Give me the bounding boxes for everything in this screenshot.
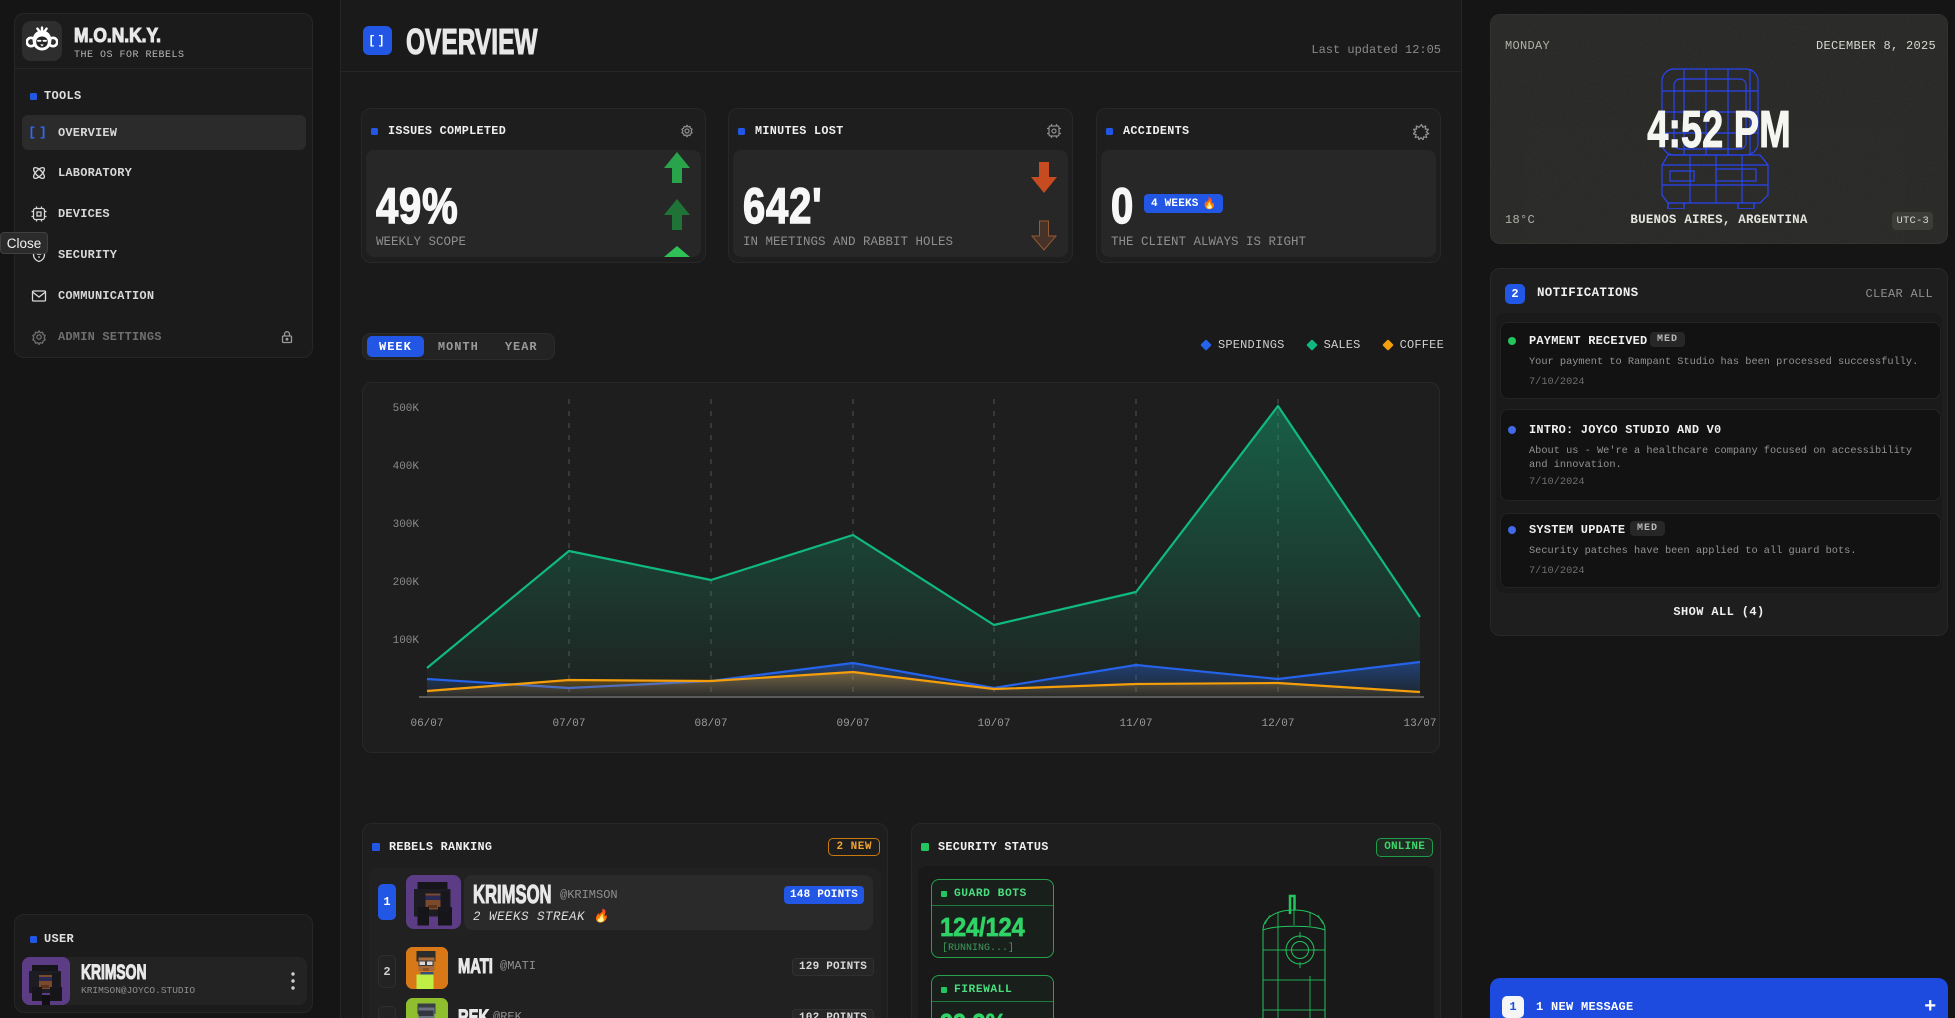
svg-text:07/07: 07/07: [552, 718, 585, 730]
svg-text:09/07: 09/07: [836, 718, 869, 730]
svg-text:08/07: 08/07: [694, 718, 727, 730]
svg-text:500K: 500K: [393, 403, 420, 415]
svg-text:10/07: 10/07: [977, 718, 1010, 730]
svg-text:06/07: 06/07: [410, 718, 443, 730]
svg-text:300K: 300K: [393, 519, 420, 531]
svg-text:100K: 100K: [393, 635, 420, 647]
svg-text:13/07: 13/07: [1403, 718, 1436, 730]
svg-text:400K: 400K: [393, 461, 420, 473]
svg-text:12/07: 12/07: [1261, 718, 1294, 730]
svg-text:11/07: 11/07: [1119, 718, 1152, 730]
svg-text:200K: 200K: [393, 577, 420, 589]
